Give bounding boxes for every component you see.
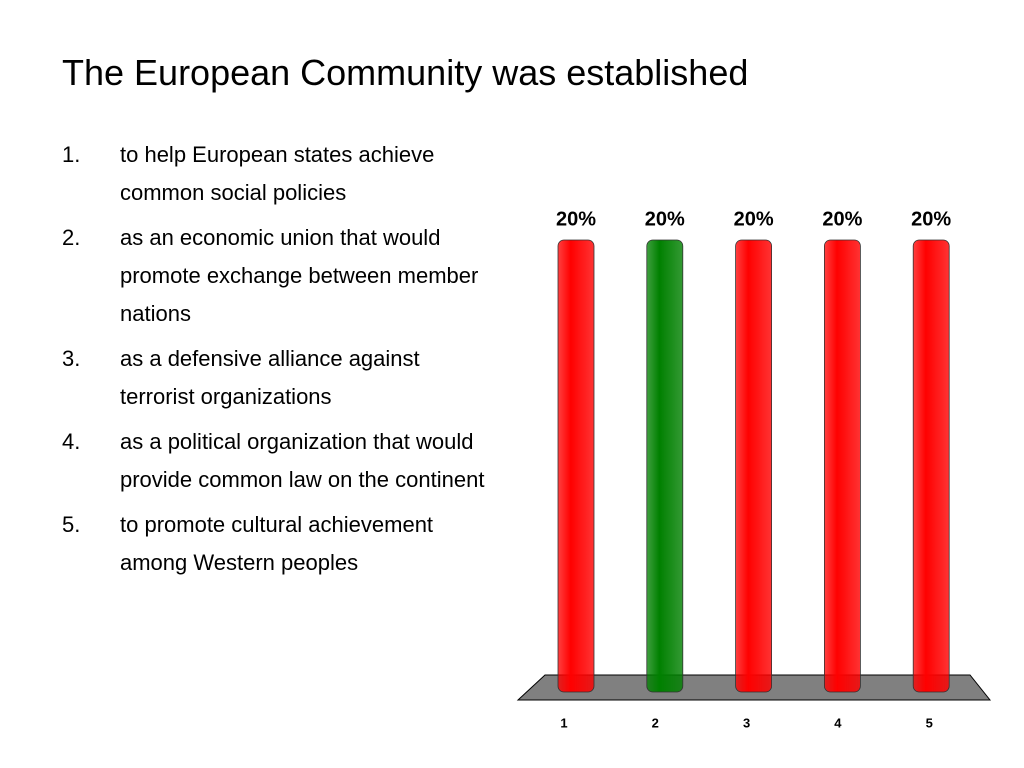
item-text: as an economic union that would promote … [120, 225, 479, 326]
x-tick-label: 3 [743, 715, 750, 730]
slide-title: The European Community was established [62, 52, 749, 93]
x-tick-label: 2 [652, 715, 659, 730]
item-text: to help European states achieve common s… [120, 142, 435, 205]
answer-list: 1. to help European states achieve common… [62, 136, 502, 589]
bar [735, 239, 772, 693]
item-number: 3. [62, 346, 81, 371]
item-text: to promote cultural achievement among We… [120, 512, 434, 575]
bar [824, 239, 861, 693]
list-item: 1. to help European states achieve common… [62, 136, 502, 212]
value-label: 20% [556, 208, 596, 230]
item-text: as a defensive alliance against terroris… [120, 346, 420, 409]
x-tick-label: 5 [926, 715, 933, 730]
item-number: 1. [62, 142, 81, 167]
bar [646, 239, 684, 693]
list-item: 2. as an economic union that would promot… [62, 219, 502, 333]
item-text: as a political organization that would p… [120, 429, 485, 492]
value-label: 20% [911, 208, 951, 230]
list-item: 4. as a political organization that would… [62, 423, 502, 499]
value-label: 20% [734, 208, 774, 230]
bar [557, 239, 595, 693]
x-tick-label: 1 [560, 715, 567, 730]
value-label: 20% [645, 208, 685, 230]
list-item: 5. to promote cultural achievement among … [62, 506, 502, 582]
list-item: 3. as a defensive alliance against terror… [62, 340, 502, 416]
value-label: 20% [822, 208, 862, 230]
item-number: 2. [62, 225, 81, 250]
bar [912, 239, 950, 693]
x-tick-label: 4 [834, 715, 842, 730]
item-number: 5. [62, 512, 81, 537]
item-number: 4. [62, 429, 81, 454]
